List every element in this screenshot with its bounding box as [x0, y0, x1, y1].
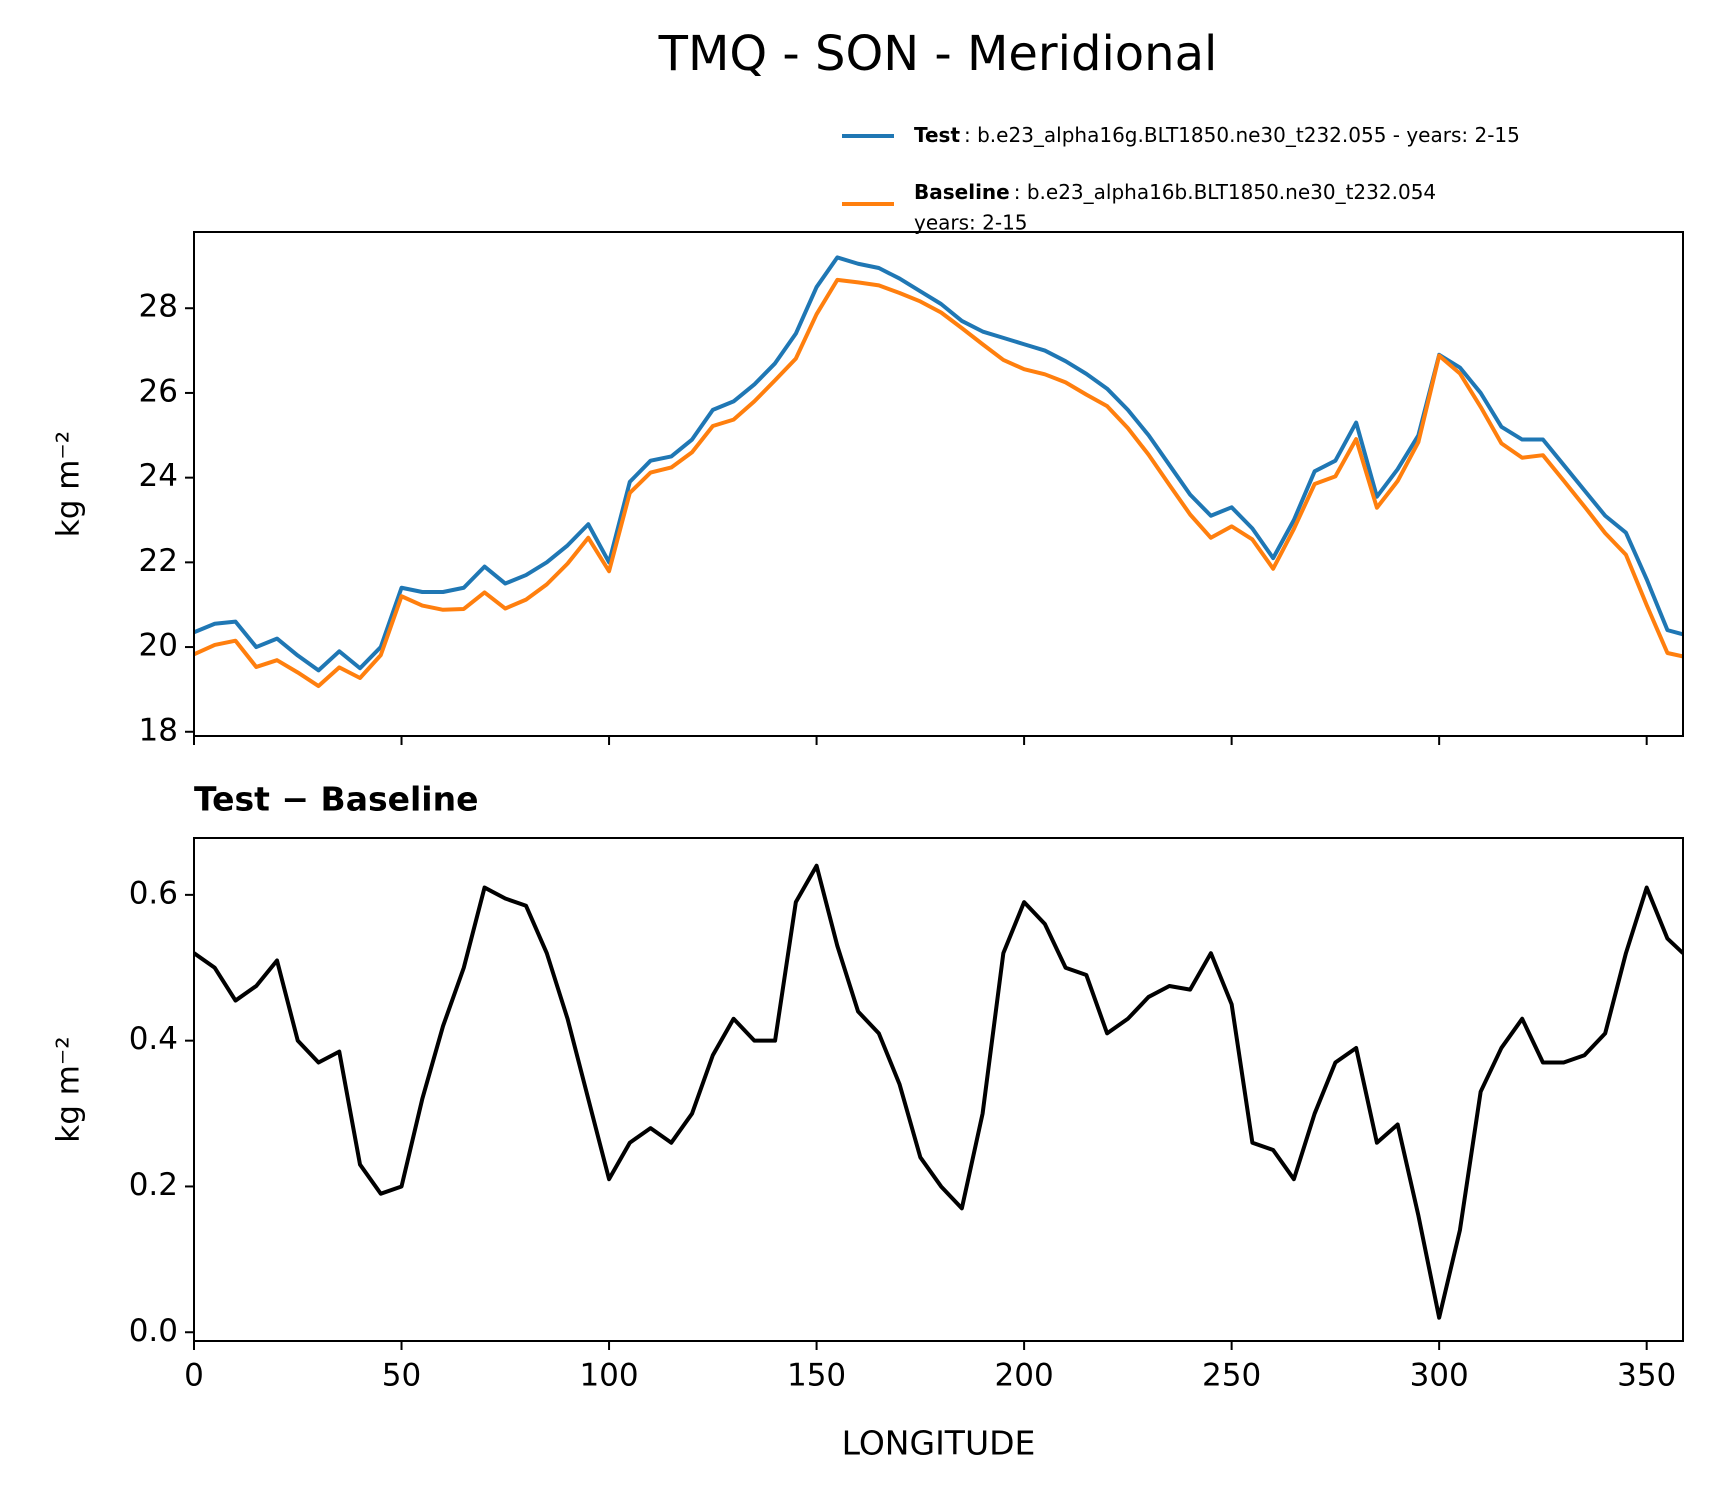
- legend-description: : b.e23_alpha16b.BLT1850.ne30_t232.054: [1014, 180, 1436, 204]
- y-tick-label: 22: [139, 543, 178, 579]
- x-tick-label: 50: [382, 1358, 421, 1394]
- chart-title: TMQ - SON - Meridional: [658, 26, 1218, 82]
- plot-frame: [193, 837, 1684, 1342]
- legend-name: Test: [914, 123, 960, 147]
- y-tick-label: 20: [139, 628, 178, 664]
- data-line: [194, 277, 1683, 689]
- y-tick-label: 0.4: [129, 1021, 178, 1057]
- y-tick-label: 26: [139, 373, 178, 409]
- data-line: [194, 255, 1683, 673]
- x-tick-label: 0: [184, 1358, 204, 1394]
- legend-description: : b.e23_alpha16g.BLT1850.ne30_t232.055 -…: [964, 123, 1520, 147]
- x-tick-label: 200: [995, 1358, 1054, 1394]
- legend-label: Baseline: b.e23_alpha16b.BLT1850.ne30_t2…: [914, 180, 1436, 204]
- plot-frame: [193, 231, 1684, 737]
- x-tick-label: 150: [787, 1358, 846, 1394]
- x-tick-label: 300: [1410, 1358, 1469, 1394]
- x-tick-label: 350: [1617, 1358, 1676, 1394]
- subplot-title: Test − Baseline: [194, 780, 479, 819]
- data-line: [194, 863, 1683, 1320]
- y-axis-label: kg m⁻²: [51, 431, 87, 537]
- y-tick-label: 0.6: [129, 875, 178, 911]
- x-tick-label: 100: [579, 1358, 638, 1394]
- y-tick-label: 18: [139, 712, 178, 748]
- y-tick-label: 28: [139, 289, 178, 325]
- y-tick-label: 0.2: [129, 1167, 178, 1203]
- legend-name: Baseline: [914, 180, 1010, 204]
- legend-description: years: 2-15: [914, 211, 1028, 235]
- y-tick-label: 0.0: [129, 1313, 178, 1349]
- legend-label: Test: b.e23_alpha16g.BLT1850.ne30_t232.0…: [914, 123, 1520, 147]
- x-axis-label: LONGITUDE: [842, 1424, 1036, 1463]
- x-tick-label: 250: [1202, 1358, 1261, 1394]
- y-tick-label: 24: [139, 458, 178, 494]
- y-axis-label: kg m⁻²: [51, 1036, 87, 1142]
